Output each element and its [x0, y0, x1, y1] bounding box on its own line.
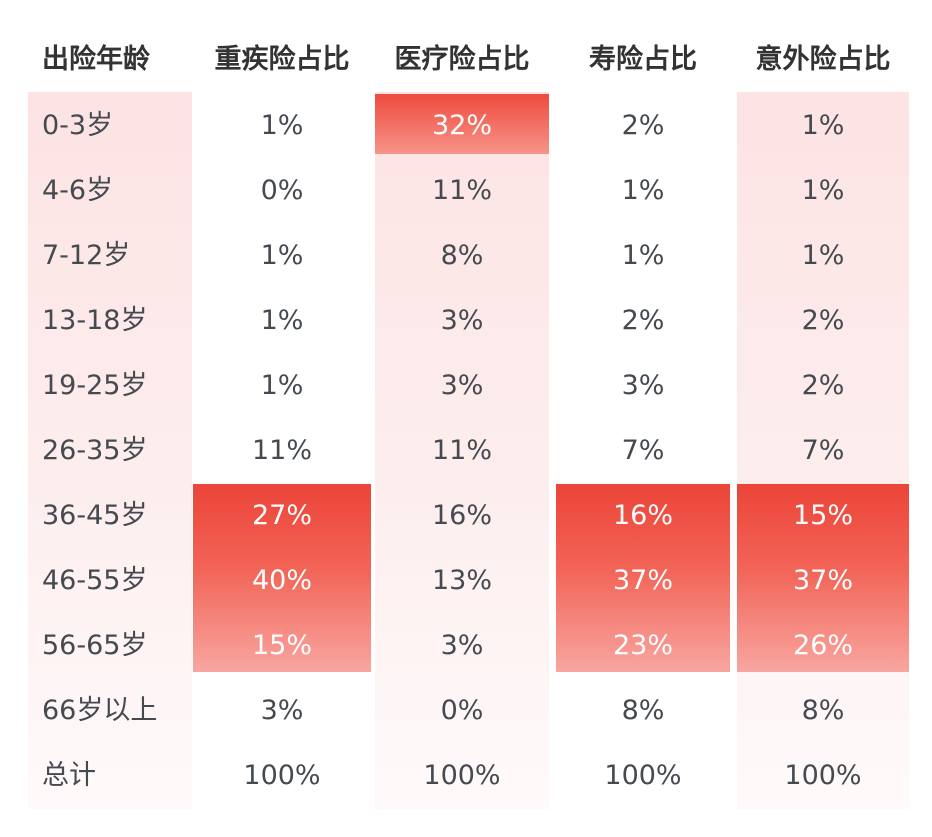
- life-value: 2%: [621, 110, 665, 141]
- critical-value: 27%: [251, 500, 312, 531]
- age-label: 46-55岁: [42, 565, 148, 596]
- medical-value: 16%: [431, 500, 492, 531]
- critical-value: 3%: [260, 695, 304, 726]
- accident-value: 37%: [792, 565, 853, 596]
- accident-value: 26%: [792, 630, 853, 661]
- accident-value: 8%: [801, 695, 845, 726]
- life-value: 7%: [621, 435, 665, 466]
- medical-value: 11%: [431, 175, 492, 206]
- critical-value: 15%: [251, 630, 312, 661]
- life-value: 8%: [621, 695, 665, 726]
- life-value: 100%: [604, 760, 682, 791]
- accident-value: 7%: [801, 435, 845, 466]
- age-label: 13-18岁: [42, 305, 148, 336]
- critical-value: 1%: [260, 240, 304, 271]
- medical-value: 3%: [440, 305, 484, 336]
- critical-value: 40%: [251, 565, 312, 596]
- life-value: 2%: [621, 305, 665, 336]
- age-label: 总计: [42, 760, 96, 791]
- life-value: 16%: [612, 500, 673, 531]
- age-label: 36-45岁: [42, 500, 148, 531]
- header-critical: 重疾险占比: [214, 44, 350, 75]
- age-label: 4-6岁: [42, 175, 114, 206]
- medical-value: 3%: [440, 370, 484, 401]
- medical-value: 13%: [431, 565, 492, 596]
- medical-value: 0%: [440, 695, 484, 726]
- critical-value: 1%: [260, 370, 304, 401]
- header-life: 寿险占比: [589, 44, 697, 75]
- age-label: 0-3岁: [42, 110, 114, 141]
- highlight-accident-36-65: [737, 484, 909, 672]
- life-value: 37%: [612, 565, 673, 596]
- age-label: 66岁以上: [42, 695, 158, 726]
- accident-value: 2%: [801, 305, 845, 336]
- life-value: 3%: [621, 370, 665, 401]
- age-label: 7-12岁: [42, 240, 131, 271]
- medical-value: 8%: [440, 240, 484, 271]
- critical-value: 11%: [251, 435, 312, 466]
- age-label: 19-25岁: [42, 370, 148, 401]
- medical-value: 11%: [431, 435, 492, 466]
- age-label: 26-35岁: [42, 435, 148, 466]
- header-medical: 医疗险占比: [394, 44, 530, 75]
- critical-value: 1%: [260, 110, 304, 141]
- header-age: 出险年龄: [42, 44, 150, 75]
- medical-value: 32%: [431, 110, 492, 141]
- critical-value: 1%: [260, 305, 304, 336]
- medical-column-band: [375, 92, 549, 809]
- accident-value: 1%: [801, 175, 845, 206]
- accident-value: 2%: [801, 370, 845, 401]
- life-value: 1%: [621, 175, 665, 206]
- highlight-critical-36-65: [193, 484, 371, 672]
- accident-value: 15%: [792, 500, 853, 531]
- accident-value: 1%: [801, 240, 845, 271]
- highlight-life-36-65: [556, 484, 730, 672]
- accident-value: 1%: [801, 110, 845, 141]
- age-column-band: [28, 92, 192, 809]
- accident-column-band: [737, 92, 909, 809]
- header-accident: 意外险占比: [755, 44, 891, 75]
- medical-value: 100%: [423, 760, 501, 791]
- age-label: 56-65岁: [42, 630, 148, 661]
- life-value: 23%: [612, 630, 673, 661]
- life-value: 1%: [621, 240, 665, 271]
- highlight-medical-0-3: [375, 94, 549, 154]
- accident-value: 100%: [784, 760, 862, 791]
- critical-value: 100%: [243, 760, 321, 791]
- medical-value: 3%: [440, 630, 484, 661]
- critical-value: 0%: [260, 175, 304, 206]
